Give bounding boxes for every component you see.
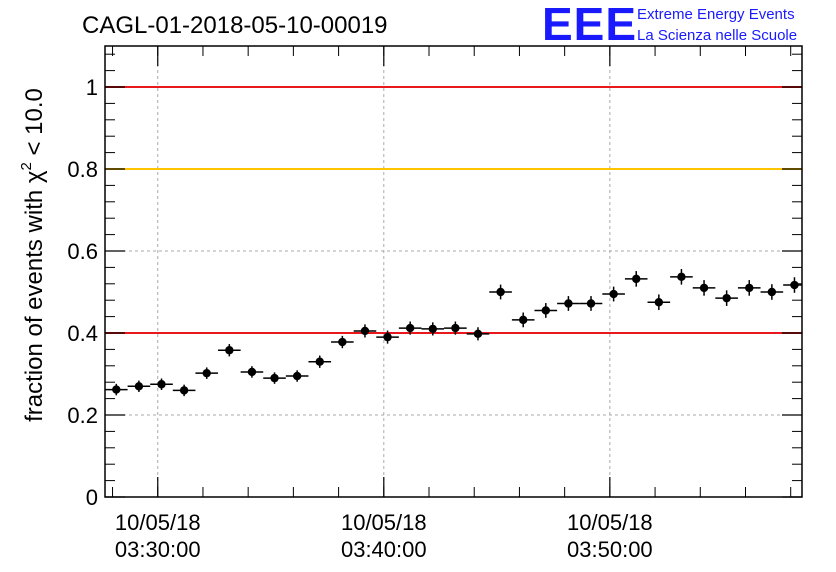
data-point <box>715 290 738 306</box>
data-points <box>105 269 802 397</box>
marker <box>157 380 166 389</box>
data-point <box>353 324 377 338</box>
marker <box>451 323 460 333</box>
marker <box>496 287 505 297</box>
y-axis-title: fraction of events with χ2 < 10.0 <box>18 88 48 422</box>
marker <box>428 324 437 334</box>
x-tick-date: 10/05/18 <box>567 510 653 535</box>
logo-line-1: Extreme Energy Events <box>637 6 795 23</box>
data-point <box>602 286 625 302</box>
marker <box>405 323 415 333</box>
x-tick-date: 10/05/18 <box>115 510 201 535</box>
marker <box>699 283 709 293</box>
data-point <box>150 378 173 390</box>
data-point <box>127 380 151 393</box>
marker <box>790 280 799 290</box>
axis-ticks <box>105 46 802 498</box>
y-axis-title-prefix: fraction of events with <box>21 183 48 422</box>
data-point <box>331 335 354 349</box>
logo-mark: EEE <box>542 0 637 50</box>
data-point <box>670 269 693 285</box>
marker <box>519 315 528 325</box>
data-point <box>624 271 648 287</box>
marker <box>225 346 234 355</box>
data-point <box>444 321 467 335</box>
marker <box>609 289 618 299</box>
chart-title: CAGL-01-2018-05-10-00019 <box>82 12 388 39</box>
y-axis-title-symbol: χ <box>21 170 48 183</box>
marker <box>586 299 596 308</box>
x-tick-time: 03:30:00 <box>115 537 201 562</box>
marker <box>722 293 731 303</box>
marker <box>745 283 754 293</box>
y-axis-title-superscript: 2 <box>18 162 35 170</box>
data-point <box>240 366 264 378</box>
y-tick-label: 0.8 <box>67 157 98 182</box>
data-point <box>557 296 580 311</box>
reference-lines <box>105 86 802 334</box>
data-point <box>647 294 671 311</box>
y-tick-label: 0.4 <box>67 321 98 346</box>
data-point <box>421 322 445 336</box>
y-tick-label: 0.6 <box>67 239 98 264</box>
x-tick-date: 10/05/18 <box>341 510 427 535</box>
data-point <box>511 312 535 328</box>
data-point <box>579 296 603 311</box>
x-axis-labels: 10/05/1803:30:0010/05/1803:40:0010/05/18… <box>115 510 653 562</box>
y-axis-labels: 0 0.2 0.4 0.6 0.8 1 <box>67 75 98 510</box>
data-point <box>218 344 241 357</box>
x-tick-time: 03:50:00 <box>567 537 653 562</box>
marker <box>541 306 551 315</box>
y-axis-title-suffix: < 10.0 <box>21 88 48 162</box>
marker <box>654 298 664 307</box>
marker <box>767 287 777 297</box>
marker <box>315 357 324 366</box>
data-point <box>534 303 558 318</box>
marker <box>564 299 573 308</box>
data-point <box>398 321 422 335</box>
data-point <box>376 330 399 344</box>
marker <box>292 371 302 381</box>
data-point <box>105 383 128 396</box>
data-point <box>195 367 219 379</box>
eee-logo: EEE Extreme Energy Events La Scienza nel… <box>542 0 797 50</box>
marker <box>338 337 347 347</box>
data-point <box>760 284 784 300</box>
marker <box>632 274 641 284</box>
marker <box>247 367 257 377</box>
y-tick-label: 1 <box>86 75 98 100</box>
marker <box>677 272 686 282</box>
plot-frame <box>104 45 803 498</box>
data-point <box>737 280 761 296</box>
marker <box>112 385 121 394</box>
y-tick-label: 0.2 <box>67 403 98 428</box>
marker <box>383 332 392 342</box>
data-point <box>466 327 490 341</box>
data-point <box>783 277 802 293</box>
x-tick-time: 03:40:00 <box>341 537 427 562</box>
data-point <box>285 370 309 382</box>
data-point <box>308 355 332 368</box>
marker <box>179 386 189 395</box>
marker <box>202 368 211 378</box>
marker <box>270 373 279 383</box>
data-point <box>172 384 196 397</box>
marker <box>473 329 483 339</box>
data-point <box>489 284 512 300</box>
logo-line-2: La Scienza nelle Scuole <box>637 27 797 44</box>
marker <box>360 326 370 336</box>
y-tick-label: 0 <box>86 485 98 510</box>
marker <box>134 382 144 391</box>
data-point <box>692 280 716 296</box>
data-point <box>263 372 286 384</box>
